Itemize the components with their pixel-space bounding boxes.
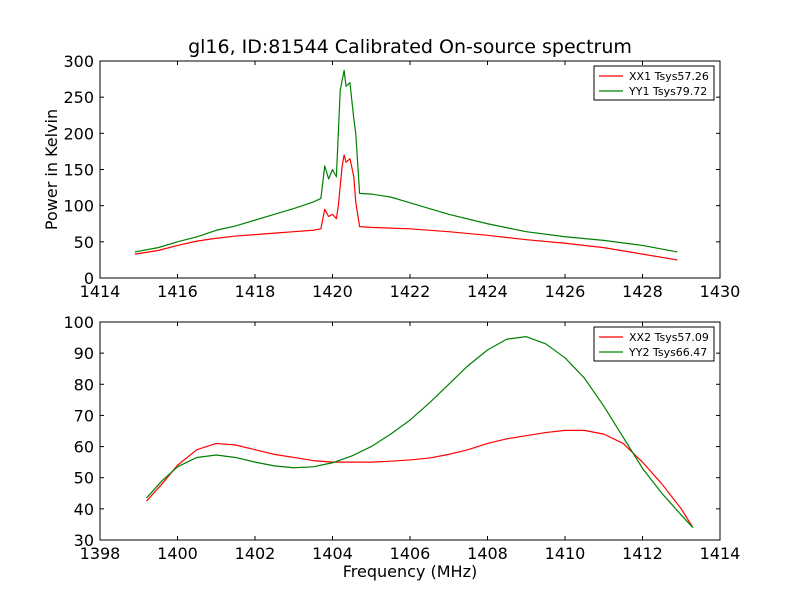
x-tick-label: 1404	[312, 544, 353, 563]
y-tick-label: 90	[74, 344, 94, 363]
y-tick-label: 0	[84, 269, 94, 288]
x-tick-label: 1406	[390, 544, 431, 563]
y-tick-label: 30	[74, 531, 94, 550]
x-tick-label: 1400	[157, 544, 198, 563]
x-tick-label: 1414	[700, 544, 741, 563]
x-tick-label: 1410	[545, 544, 586, 563]
y-tick-label: 200	[63, 124, 94, 143]
x-tick-label: 1414	[80, 282, 121, 301]
x-tick-label: 1420	[312, 282, 353, 301]
x-axis-label: Frequency (MHz)	[343, 562, 477, 581]
y-tick-label: 60	[74, 438, 94, 457]
legend-box	[593, 65, 715, 101]
x-tick-label: 1422	[390, 282, 431, 301]
series-line-1-2	[134, 69, 678, 253]
y-tick-label: 100	[63, 313, 94, 332]
x-tick-label: 1416	[157, 282, 198, 301]
x-tick-label: 1428	[622, 282, 663, 301]
legend: XX2 Tsys57.09 YY2 Tsys66.47	[593, 326, 715, 362]
series-line-2-2	[146, 336, 694, 528]
bottom-axes: 1398 1400 1402 1404 1406 1408 1410 1412 1414 30 40…	[63, 313, 740, 581]
x-tick-label: 1418	[235, 282, 276, 301]
legend-entry: XX2 Tsys57.09	[629, 331, 709, 344]
legend: XX1 Tsys57.26 YY1 Tsys79.72	[593, 65, 715, 101]
y-axis-label: Power in Kelvin	[42, 109, 61, 230]
series-line-2-1	[146, 429, 694, 528]
y-tick-label: 40	[74, 500, 94, 519]
y-tick-label: 50	[74, 233, 94, 252]
y-tick-label: 100	[63, 197, 94, 216]
legend-entry: XX1 Tsys57.26	[629, 70, 709, 83]
y-tick-label: 50	[74, 469, 94, 488]
x-tick-label: 1430	[700, 282, 741, 301]
y-tick-label: 70	[74, 406, 94, 425]
legend-box	[593, 326, 715, 362]
x-tick-label: 1426	[545, 282, 586, 301]
legend-entry: YY1 Tsys79.72	[628, 85, 707, 98]
y-tick-label: 250	[63, 88, 94, 107]
y-tick-label: 80	[74, 375, 94, 394]
x-tick-label: 1398	[80, 544, 121, 563]
chart-title: gl16, ID:81544 Calibrated On-source spec…	[188, 36, 632, 58]
x-tick-label: 1412	[622, 544, 663, 563]
y-tick-label: 150	[63, 161, 94, 180]
y-tick-label: 300	[63, 52, 94, 71]
x-tick-label: 1402	[235, 544, 276, 563]
legend-entry: YY2 Tsys66.47	[628, 346, 707, 359]
x-tick-label: 1424	[467, 282, 508, 301]
series-line-1-1	[134, 154, 678, 261]
top-axes: 1414 1416 1418 1420 1422 1424 1426 1428 1430 0 50 1…	[42, 52, 740, 301]
x-tick-label: 1408	[467, 544, 508, 563]
